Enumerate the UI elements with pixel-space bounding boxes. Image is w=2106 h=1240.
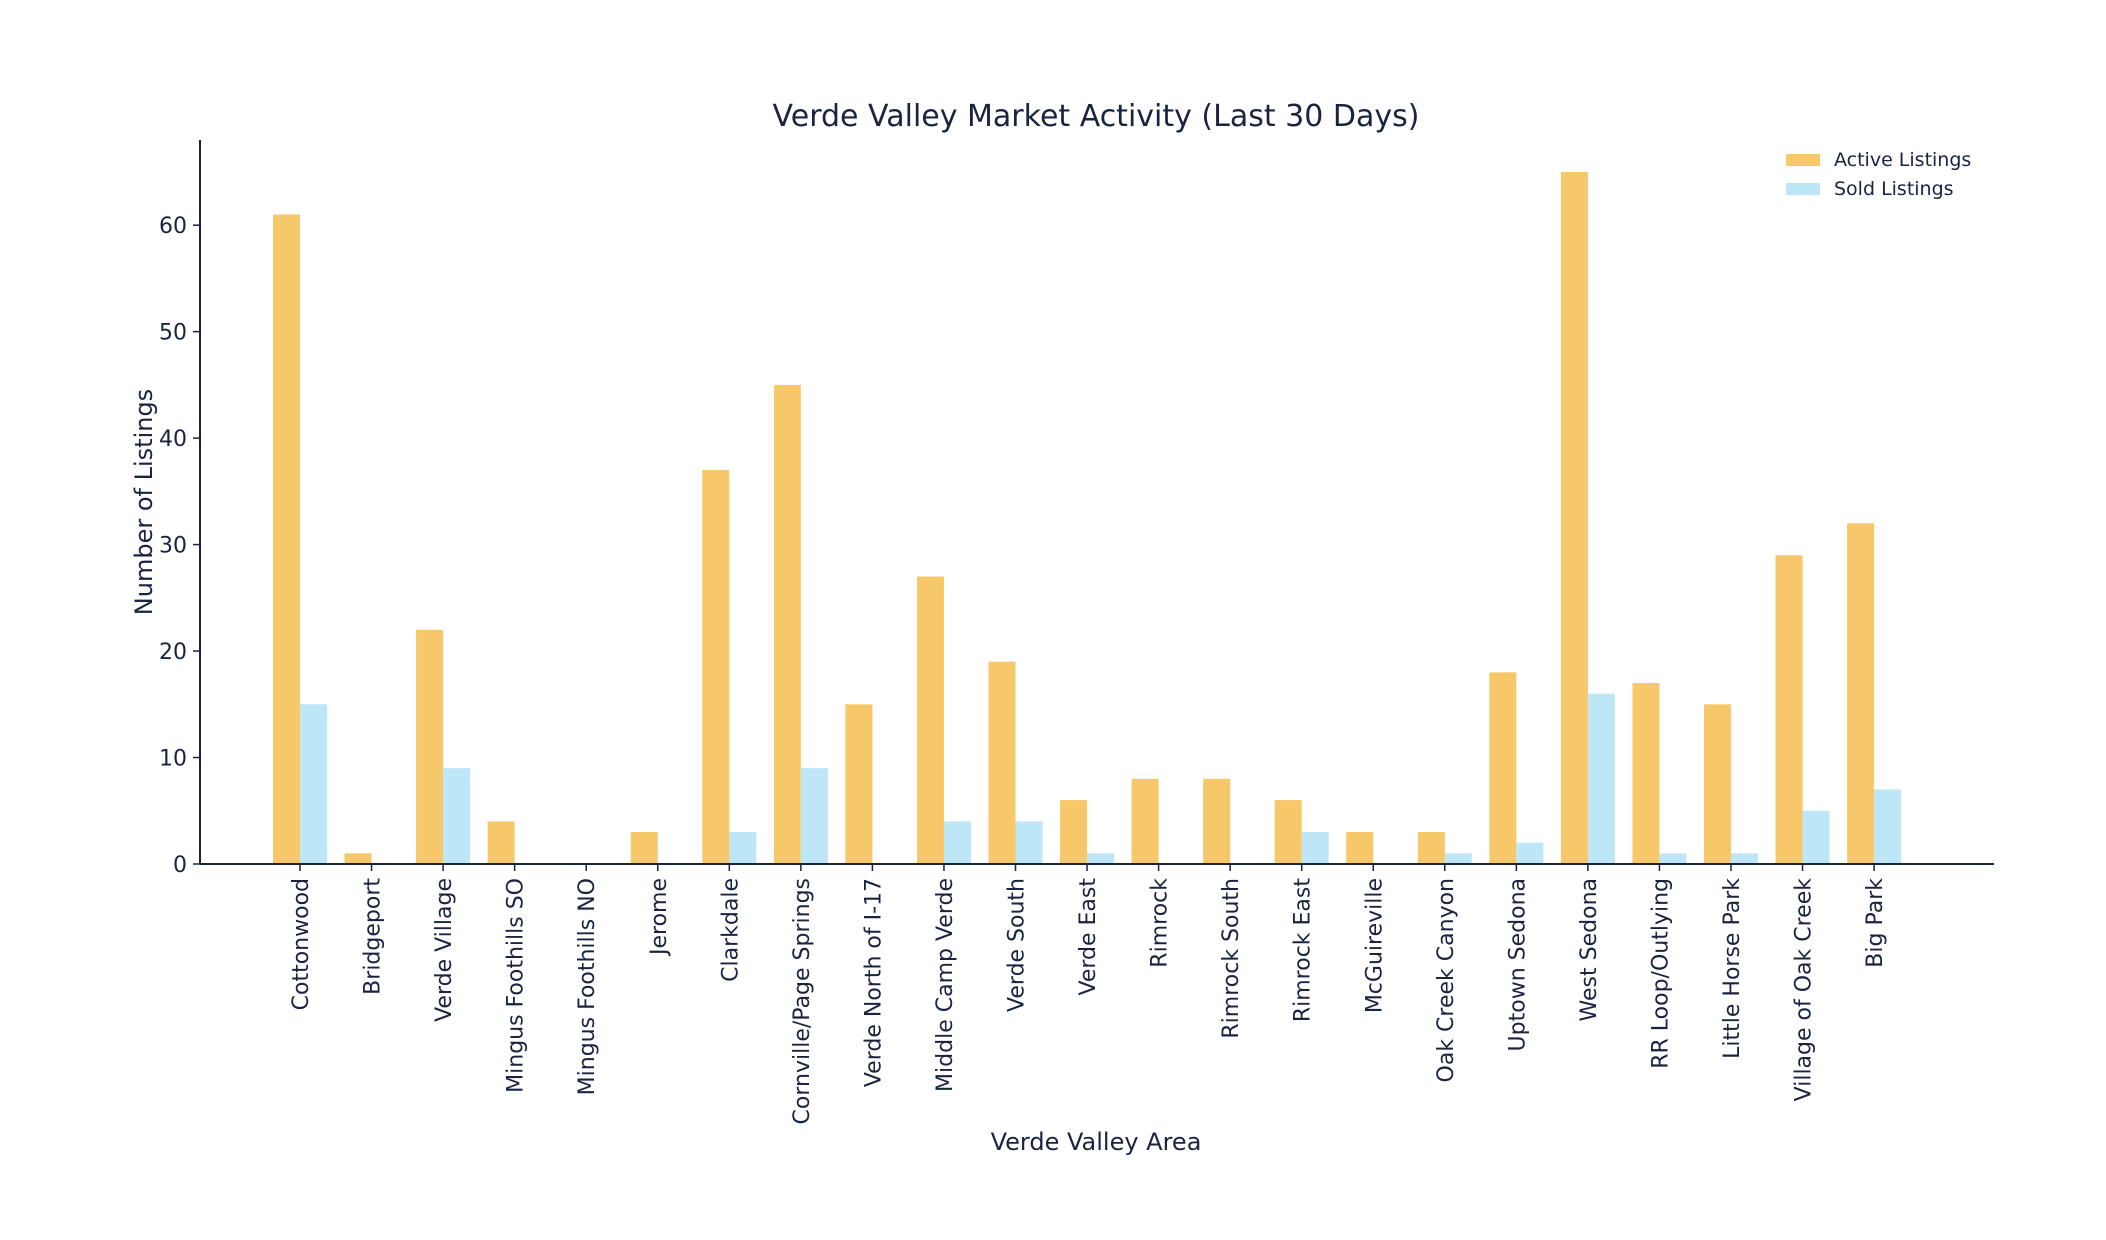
x-tick-label: Verde South [1005,878,1030,1012]
bar-sold-11 [1087,853,1115,864]
bar-active-17 [1489,672,1517,864]
axes-layer [199,140,1994,865]
x-axis-label: Verde Valley Area [991,1128,1202,1156]
bar-active-10 [988,661,1016,864]
x-tick-label: Cottonwood [289,878,314,1010]
x-tick-label: West Sedona [1577,878,1602,1021]
y-tick-label: 50 [159,321,187,346]
x-tick-label: Oak Creek Canyon [1434,878,1459,1082]
x-tick-label: Village of Oak Creek [1792,878,1817,1102]
bar-sold-16 [1444,853,1472,864]
y-tick-label: 60 [159,214,187,239]
bar-active-7 [773,384,801,864]
legend-label-0: Active Listings [1834,149,1971,171]
bar-active-20 [1704,704,1731,864]
y-tick-label: 30 [159,534,187,559]
legend-swatch-1 [1786,183,1820,195]
x-tick-label: Cornville/Page Springs [790,878,815,1124]
bar-sold-22 [1874,789,1902,864]
y-tick-label: 20 [159,640,187,665]
ticks-layer: 0 10 20 30 40 50 60 Cottonwood Bridgeport Verde V… [159,214,1888,1124]
x-tick-label: Jerome [647,878,672,957]
x-tick-label: Clarkdale [718,878,743,982]
x-tick-label: Mingus Foothills SO [504,878,529,1093]
bar-active-13 [1203,778,1231,864]
chart-title: Verde Valley Market Activity (Last 30 Da… [773,99,1420,134]
bar-active-11 [1060,800,1088,864]
bar-sold-0 [300,704,327,864]
x-tick-label: McGuireville [1362,878,1387,1013]
bar-active-18 [1560,171,1588,865]
bar-sold-14 [1301,832,1329,864]
y-axis-label: Number of Listings [130,389,158,615]
bar-active-8 [845,704,873,864]
bar-active-2 [416,629,444,864]
x-tick-label: Middle Camp Verde [933,878,958,1092]
x-tick-label: Verde Village [432,878,457,1022]
bar-active-6 [702,470,730,864]
bar-sold-17 [1516,842,1544,864]
y-tick-label: 10 [159,747,187,772]
bar-active-3 [487,821,515,864]
legend-swatch-0 [1786,154,1820,166]
bar-sold-10 [1015,821,1043,864]
bar-active-22 [1847,523,1875,864]
bar-sold-9 [943,821,971,864]
bar-active-9 [916,576,944,864]
bar-sold-18 [1587,693,1615,864]
bars-layer [273,171,1902,865]
y-tick-label: 40 [159,427,187,452]
bar-sold-21 [1802,810,1830,864]
x-tick-label: Verde East [1076,878,1101,996]
bar-sold-20 [1731,853,1758,864]
x-tick-label: Verde North of I-17 [861,878,886,1087]
bar-active-16 [1417,832,1445,864]
x-tick-label: Little Horse Park [1720,878,1745,1059]
bar-sold-7 [800,768,828,864]
x-tick-label: Rimrock South [1219,878,1244,1039]
bar-active-21 [1775,555,1803,864]
bar-sold-19 [1659,853,1687,864]
bar-sold-2 [443,768,471,864]
x-tick-label: Rimrock East [1291,878,1316,1023]
x-tick-label: Big Park [1863,878,1888,968]
bar-active-5 [630,832,658,864]
y-tick-label: 0 [173,853,187,878]
x-tick-label: Bridgeport [361,878,386,995]
bar-active-1 [344,853,372,864]
bar-active-14 [1274,800,1302,864]
x-tick-label: Uptown Sedona [1505,878,1530,1051]
bar-active-12 [1131,778,1159,864]
legend: Active Listings Sold Listings [1786,149,1971,200]
bar-active-19 [1632,683,1660,864]
x-tick-label: RR Loop/Outlying [1648,878,1673,1069]
bar-sold-6 [729,832,757,864]
bar-active-0 [273,214,300,864]
x-tick-label: Mingus Foothills NO [575,878,600,1095]
bar-active-15 [1346,832,1374,864]
legend-label-1: Sold Listings [1834,178,1954,200]
x-tick-label: Rimrock [1148,878,1173,968]
